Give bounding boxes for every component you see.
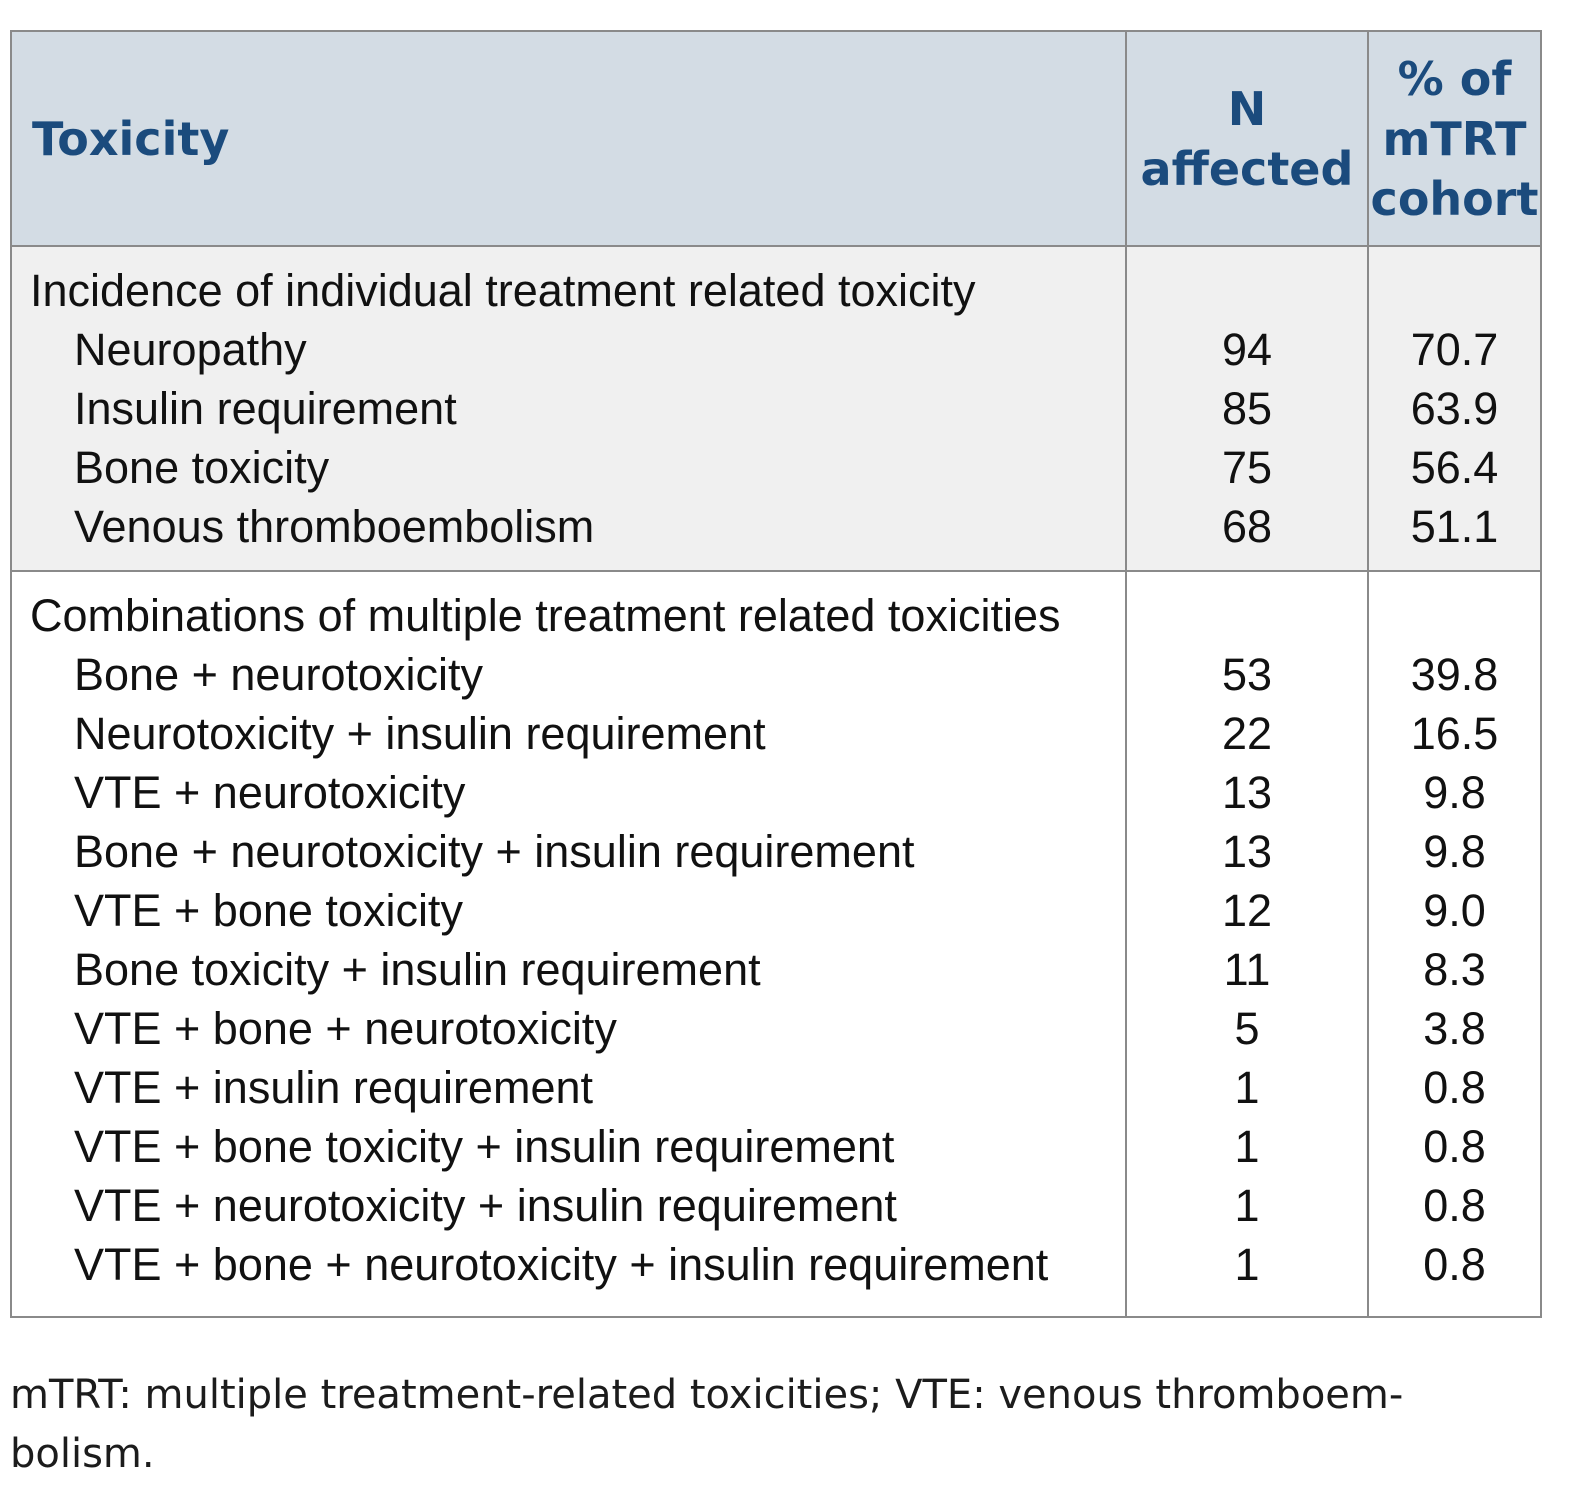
section-title: Combinations of multiple treatment relat…	[30, 590, 1061, 641]
n-spacer	[1127, 586, 1367, 645]
row-label: VTE + bone toxicity	[74, 885, 463, 936]
footnote: mTRT: multiple treatment-related toxicit…	[10, 1372, 1404, 1477]
row-pct-cohort: 0.8	[1423, 1239, 1486, 1290]
row-label: Neurotoxicity + insulin requirement	[74, 708, 766, 759]
row-pct-cohort: 39.8	[1410, 649, 1499, 700]
header-row: Toxicity N affected % of mTRT cohort	[10, 30, 1542, 247]
section-label-cell: Incidence of individual treatment relate…	[10, 245, 1127, 572]
row-n-affected: 1	[1234, 1121, 1260, 1172]
header-n-affected: N affected	[1125, 30, 1369, 247]
row-label: Bone toxicity + insulin requirement	[74, 944, 761, 995]
n-spacer	[1127, 261, 1367, 320]
row-n-affected: 1	[1234, 1062, 1260, 1113]
row-pct-cohort: 63.9	[1410, 383, 1499, 434]
row-n-affected: 68	[1221, 501, 1273, 552]
row-label: Insulin requirement	[74, 383, 457, 434]
section-n-affected-cell: 94 85 75 68	[1125, 245, 1369, 572]
row-label: VTE + neurotoxicity + insulin requiremen…	[74, 1180, 897, 1231]
row-n-affected: 13	[1221, 767, 1273, 818]
row-pct-cohort: 51.1	[1410, 501, 1499, 552]
table-section-row: Combinations of multiple treatment relat…	[10, 570, 1542, 1318]
row-n-affected: 53	[1221, 649, 1273, 700]
row-label: VTE + neurotoxicity	[74, 767, 466, 818]
row-pct-cohort: 3.8	[1423, 1003, 1486, 1054]
row-pct-cohort: 9.8	[1423, 826, 1486, 877]
row-n-affected: 13	[1221, 826, 1273, 877]
section-pct-cohort-cell: 70.7 63.9 56.4 51.1	[1367, 245, 1542, 572]
row-n-affected: 5	[1234, 1003, 1260, 1054]
row-label: Bone + neurotoxicity	[74, 649, 483, 700]
table-section-row: Incidence of individual treatment relate…	[10, 245, 1542, 572]
row-pct-cohort: 70.7	[1410, 324, 1499, 375]
row-pct-cohort: 8.3	[1423, 944, 1486, 995]
row-n-affected: 75	[1221, 442, 1273, 493]
row-n-affected: 22	[1221, 708, 1273, 759]
row-n-affected: 1	[1234, 1180, 1260, 1231]
row-pct-cohort: 9.0	[1423, 885, 1486, 936]
pct-spacer	[1369, 586, 1540, 645]
row-pct-cohort: 0.8	[1423, 1062, 1486, 1113]
section-n-affected-cell: 53 22 13 13 12 11 5 1 1 1 1	[1125, 570, 1369, 1318]
toxicity-table: Toxicity N affected % of mTRT cohort Inc…	[10, 30, 1542, 1318]
row-pct-cohort: 16.5	[1410, 708, 1499, 759]
row-pct-cohort: 0.8	[1423, 1121, 1486, 1172]
row-n-affected: 11	[1223, 944, 1271, 995]
row-n-affected: 1	[1234, 1239, 1260, 1290]
row-label: VTE + bone + neurotoxicity + insulin req…	[74, 1239, 1049, 1290]
row-label: Neuropathy	[74, 324, 307, 375]
row-label: VTE + bone toxicity + insulin requiremen…	[74, 1121, 895, 1172]
row-pct-cohort: 0.8	[1423, 1180, 1486, 1231]
header-toxicity: Toxicity	[10, 30, 1127, 247]
row-n-affected: 94	[1221, 324, 1273, 375]
row-label: Bone toxicity	[74, 442, 330, 493]
row-label: Bone + neurotoxicity + insulin requireme…	[74, 826, 915, 877]
row-pct-cohort: 9.8	[1423, 767, 1486, 818]
row-label: VTE + bone + neurotoxicity	[74, 1003, 617, 1054]
pct-spacer	[1369, 261, 1540, 320]
row-pct-cohort: 56.4	[1410, 442, 1499, 493]
section-label-cell: Combinations of multiple treatment relat…	[10, 570, 1127, 1318]
row-n-affected: 85	[1221, 383, 1273, 434]
section-title: Incidence of individual treatment relate…	[30, 265, 976, 316]
row-n-affected: 12	[1221, 885, 1273, 936]
section-pct-cohort-cell: 39.8 16.5 9.8 9.8 9.0 8.3 3.8 0.8 0.8 0.8 0.8	[1367, 570, 1542, 1318]
row-label: Venous thromboembolism	[74, 501, 595, 552]
row-label: VTE + insulin requirement	[74, 1062, 593, 1113]
header-pct-mtrt-cohort: % of mTRT cohort	[1367, 30, 1542, 247]
